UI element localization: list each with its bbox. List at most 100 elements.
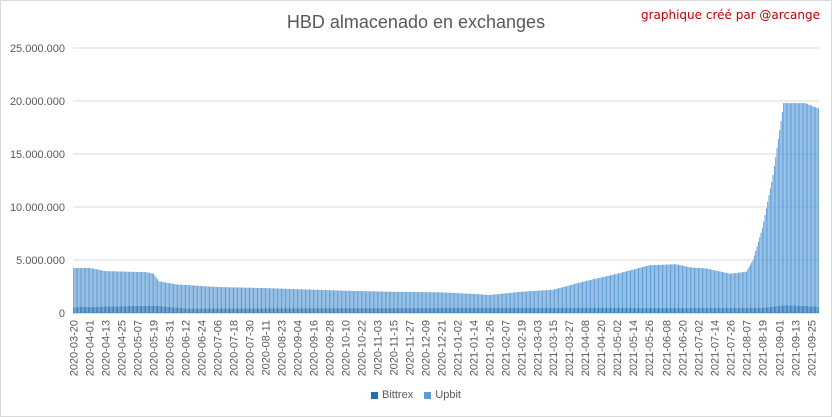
bar-bittrex bbox=[376, 308, 378, 313]
bar-bittrex bbox=[284, 308, 286, 313]
bar-bittrex bbox=[442, 308, 444, 313]
bar-bittrex bbox=[355, 308, 357, 313]
bar-upbit bbox=[382, 291, 384, 309]
bar-upbit bbox=[693, 267, 695, 308]
bar-upbit bbox=[250, 287, 252, 309]
bar-upbit bbox=[307, 289, 309, 309]
chart-credit: graphique créé par @arcange bbox=[640, 8, 820, 22]
bar-upbit bbox=[708, 269, 710, 308]
bar-bittrex bbox=[406, 308, 408, 313]
bar-upbit bbox=[677, 264, 679, 308]
bar-upbit bbox=[203, 286, 205, 309]
bar-upbit bbox=[548, 289, 550, 308]
bar-bittrex bbox=[219, 308, 221, 313]
bar-upbit bbox=[610, 275, 611, 308]
bar-upbit bbox=[512, 292, 514, 308]
bar-upbit bbox=[316, 289, 318, 309]
bar-upbit bbox=[642, 267, 643, 308]
x-tick-label: 2021-09-25 bbox=[807, 320, 819, 376]
bar-upbit bbox=[751, 262, 753, 308]
bar-upbit bbox=[743, 272, 745, 308]
bar-upbit bbox=[323, 290, 325, 309]
bar-bittrex bbox=[550, 307, 552, 313]
x-tick-label: 2021-05-26 bbox=[644, 320, 656, 376]
bar-upbit bbox=[715, 270, 717, 308]
bar-upbit bbox=[281, 288, 282, 309]
bar-bittrex bbox=[785, 305, 787, 313]
bar-bittrex bbox=[310, 308, 312, 313]
bar-upbit bbox=[699, 268, 701, 308]
bar-bittrex bbox=[780, 305, 782, 313]
x-tick-label: 2020-05-31 bbox=[165, 320, 177, 376]
bar-bittrex bbox=[808, 306, 810, 313]
bar-upbit bbox=[596, 278, 598, 308]
bar-upbit bbox=[664, 264, 666, 308]
bar-bittrex bbox=[273, 308, 274, 313]
bar-bittrex bbox=[586, 307, 588, 313]
bar-bittrex bbox=[367, 308, 369, 313]
bar-bittrex bbox=[570, 307, 572, 313]
bar-upbit bbox=[286, 288, 288, 309]
bar-bittrex bbox=[595, 307, 597, 313]
bar-bittrex bbox=[512, 307, 514, 313]
bar-bittrex bbox=[395, 308, 397, 313]
x-tick-label: 2021-09-01 bbox=[775, 320, 787, 376]
bar-upbit bbox=[222, 287, 224, 309]
bar-bittrex bbox=[568, 307, 570, 313]
bar-bittrex bbox=[102, 306, 104, 313]
bar-upbit bbox=[435, 292, 437, 309]
bar-bittrex bbox=[733, 307, 735, 313]
bar-bittrex bbox=[267, 308, 269, 313]
bar-upbit bbox=[269, 288, 270, 309]
bar-bittrex bbox=[511, 307, 513, 313]
bar-bittrex bbox=[728, 307, 730, 313]
bar-upbit bbox=[579, 282, 581, 308]
bar-upbit bbox=[665, 264, 667, 308]
bar-bittrex bbox=[797, 305, 799, 313]
bar-bittrex bbox=[296, 308, 298, 313]
bar-upbit bbox=[544, 290, 546, 308]
bar-bittrex bbox=[189, 308, 191, 313]
bar-upbit bbox=[679, 265, 681, 308]
bar-bittrex bbox=[547, 307, 549, 313]
bar-upbit bbox=[688, 267, 690, 308]
bar-upbit bbox=[558, 288, 560, 308]
bar-bittrex bbox=[198, 308, 200, 313]
bar-bittrex bbox=[343, 308, 345, 313]
bar-upbit bbox=[530, 291, 532, 308]
bar-upbit bbox=[282, 288, 284, 309]
bar-upbit bbox=[675, 264, 677, 308]
bar-bittrex bbox=[646, 307, 647, 313]
bar-bittrex bbox=[788, 305, 790, 313]
bar-bittrex bbox=[510, 307, 512, 313]
bar-bittrex bbox=[452, 308, 454, 313]
bar-bittrex bbox=[211, 308, 213, 313]
legend-label-upbit: Upbit bbox=[435, 389, 461, 401]
bar-bittrex bbox=[185, 308, 187, 313]
bar-upbit bbox=[467, 293, 469, 309]
bar-upbit bbox=[586, 280, 588, 308]
bar-bittrex bbox=[575, 307, 577, 313]
bar-bittrex bbox=[681, 307, 683, 313]
bar-upbit bbox=[713, 270, 715, 308]
bar-bittrex bbox=[138, 305, 140, 313]
bar-bittrex bbox=[781, 305, 783, 313]
bar-upbit bbox=[732, 273, 734, 308]
bar-bittrex bbox=[178, 307, 180, 313]
bar-upbit bbox=[700, 268, 702, 308]
bar-bittrex bbox=[761, 307, 763, 313]
bar-upbit bbox=[355, 290, 357, 309]
bar-upbit bbox=[126, 271, 128, 307]
bar-bittrex bbox=[709, 307, 711, 313]
bar-bittrex bbox=[399, 308, 401, 313]
bar-bittrex bbox=[86, 306, 88, 313]
y-tick-label: 20.000.000 bbox=[10, 96, 65, 108]
bar-bittrex bbox=[379, 308, 381, 313]
bar-bittrex bbox=[298, 308, 300, 313]
bar-upbit bbox=[480, 294, 482, 309]
x-tick-label: 2021-04-20 bbox=[596, 320, 608, 376]
bar-bittrex bbox=[89, 306, 91, 313]
bar-bittrex bbox=[207, 308, 209, 313]
bar-upbit bbox=[98, 269, 100, 307]
bar-upbit bbox=[189, 285, 191, 309]
